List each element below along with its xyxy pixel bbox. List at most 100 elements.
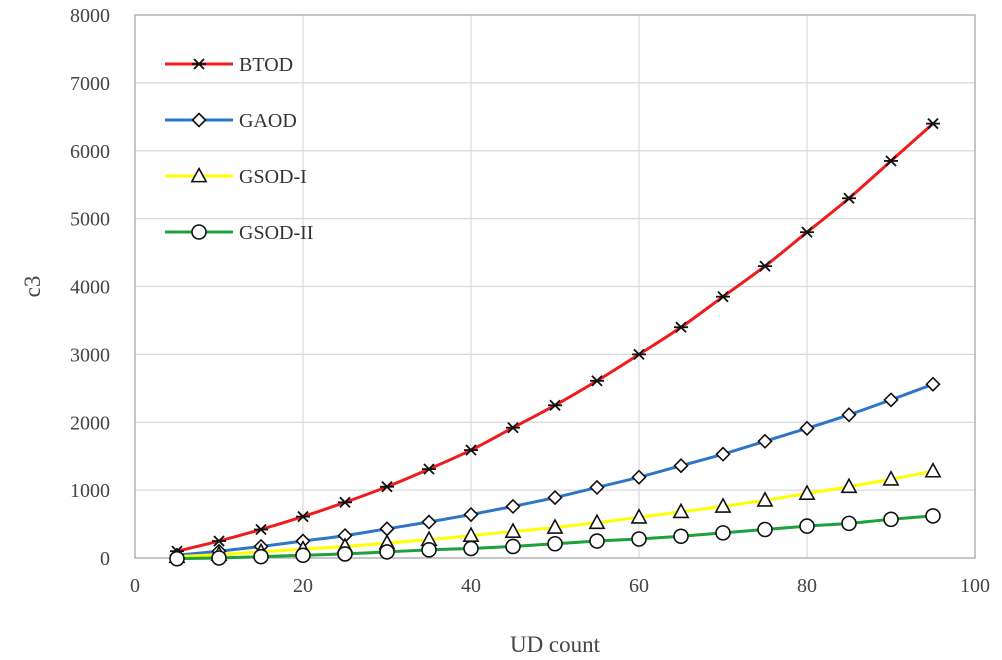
data-point [547, 489, 563, 506]
data-point [883, 511, 899, 528]
data-point [588, 513, 606, 530]
legend-item-gsod-ii: GSOD-II [165, 222, 313, 244]
legend-marker [191, 112, 207, 128]
data-point [338, 496, 352, 509]
data-point [169, 550, 185, 567]
legend-item-gaod: GAOD [165, 110, 297, 132]
legend-item-btod: BTOD [165, 54, 293, 76]
data-point [925, 376, 941, 392]
data-point [632, 348, 646, 361]
legend-marker [191, 224, 207, 240]
data-point [672, 502, 690, 519]
data-point [925, 508, 941, 524]
data-point [379, 521, 395, 537]
data-point [757, 521, 773, 538]
legend-marker [192, 58, 206, 70]
data-point [883, 392, 899, 408]
data-point [546, 518, 564, 534]
data-point [464, 444, 478, 456]
data-point [673, 528, 689, 545]
data-point [798, 484, 816, 500]
x-tick-label: 80 [797, 575, 817, 597]
series-group [168, 117, 942, 567]
data-point [841, 407, 857, 423]
plot-area-frame [134, 14, 976, 559]
data-point [589, 479, 605, 496]
data-point [799, 420, 815, 436]
data-point [926, 117, 940, 130]
data-point [716, 291, 730, 303]
legend-label: BTOD [239, 54, 293, 76]
data-point [882, 470, 900, 486]
data-point [295, 547, 311, 564]
y-tick-label: 8000 [70, 5, 110, 27]
data-point [589, 533, 605, 549]
data-point [884, 155, 898, 167]
y-tick-label: 1000 [70, 480, 110, 502]
data-point [254, 523, 268, 536]
data-point [504, 522, 522, 538]
data-point [841, 515, 857, 532]
data-point [463, 540, 479, 557]
x-tick-label: 60 [629, 575, 649, 597]
data-point [630, 508, 648, 524]
data-point [715, 446, 731, 462]
y-tick-label: 7000 [70, 73, 110, 95]
data-point [505, 538, 521, 555]
data-point [296, 510, 310, 523]
series-btod [170, 117, 940, 557]
legend-label: GAOD [239, 110, 297, 132]
y-tick-label: 2000 [70, 412, 110, 434]
data-point [548, 399, 562, 411]
y-tick-label: 3000 [70, 344, 110, 366]
x-tick-label: 0 [130, 575, 140, 597]
data-point [379, 544, 395, 560]
series-gsod-ii [169, 508, 941, 567]
data-point [380, 481, 394, 493]
data-point [506, 422, 520, 434]
data-point [674, 321, 688, 333]
x-tick-label: 100 [960, 575, 990, 597]
data-point [211, 550, 227, 566]
data-point [463, 506, 479, 523]
data-point [631, 469, 647, 485]
legend: BTOD GAOD GSOD-I GSOD-II [165, 54, 313, 244]
y-tick-label: 0 [100, 548, 110, 570]
y-tick-label: 6000 [70, 141, 110, 163]
data-point [714, 497, 732, 513]
data-point [212, 535, 226, 547]
data-point [756, 491, 774, 507]
data-point [337, 546, 353, 562]
data-point [421, 514, 437, 530]
legend-label: GSOD-I [239, 166, 307, 188]
data-point [758, 260, 772, 272]
tick-labels: 0 20 40 60 80 1000100020003000400050006000700… [70, 5, 990, 597]
y-tick-label: 5000 [70, 209, 110, 231]
x-tick-label: 40 [461, 575, 481, 597]
y-tick-label: 4000 [70, 277, 110, 299]
data-point [422, 463, 436, 475]
legend-item-gsod-i: GSOD-I [165, 166, 307, 188]
data-point [924, 461, 942, 478]
x-axis-title: UD count [510, 632, 601, 657]
legend-marker [190, 166, 208, 183]
data-point [800, 226, 814, 238]
data-point [842, 192, 856, 204]
data-point [673, 458, 689, 474]
data-point [590, 375, 604, 387]
data-point [253, 548, 269, 565]
data-point [547, 535, 563, 552]
data-point [757, 433, 773, 449]
data-point [505, 498, 521, 515]
legend-label: GSOD-II [239, 222, 313, 244]
data-point [421, 542, 437, 558]
data-point [715, 525, 731, 541]
data-point [840, 477, 858, 494]
data-point [799, 518, 815, 534]
x-tick-label: 20 [293, 575, 313, 597]
data-point [631, 531, 647, 547]
y-axis-title: c3 [20, 276, 45, 298]
grid [134, 14, 976, 559]
